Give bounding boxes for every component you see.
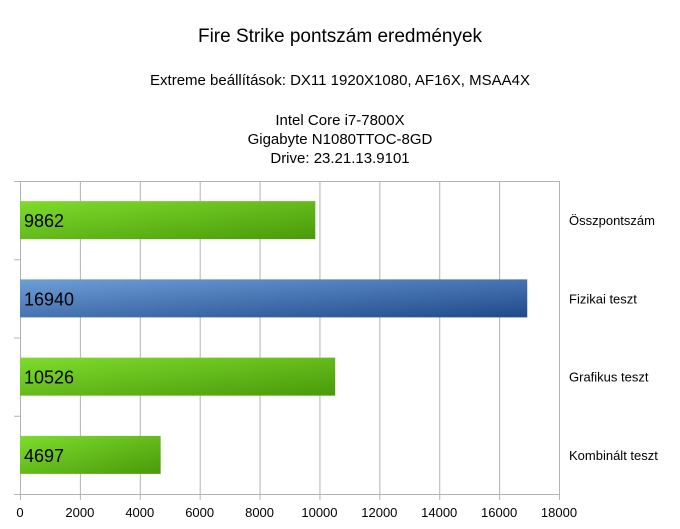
x-tick-label: 10000 <box>301 505 337 520</box>
chart-subtitle: Extreme beállítások: DX11 1920X1080, AF1… <box>150 72 530 89</box>
x-tick-label: 18000 <box>541 505 577 520</box>
bar-2 <box>20 279 528 318</box>
x-tick-label: 6000 <box>185 505 214 520</box>
category-label: Fizikai teszt <box>569 291 637 306</box>
bar-4 <box>20 435 161 474</box>
bar-value-label: 9862 <box>24 211 64 231</box>
x-tick-label: 0 <box>16 505 23 520</box>
bar-value-label: 16940 <box>24 289 74 309</box>
gpu-info: Gigabyte N1080TTOC-8GD <box>247 131 433 148</box>
x-tick-label: 16000 <box>481 505 517 520</box>
x-tick-label: 2000 <box>65 505 94 520</box>
x-tick-label: 8000 <box>245 505 274 520</box>
cpu-info: Intel Core i7-7800X <box>275 112 405 129</box>
x-tick-label: 14000 <box>421 505 457 520</box>
x-tick-label: 4000 <box>125 505 154 520</box>
bar-value-label: 10526 <box>24 368 74 388</box>
category-label: Összpontszám <box>569 213 655 228</box>
category-label: Kombinált teszt <box>569 448 658 463</box>
bar-1 <box>20 201 316 240</box>
chart-title: Fire Strike pontszám eredmények <box>197 26 483 47</box>
bar-value-label: 4697 <box>24 446 64 466</box>
driver-info: Drive: 23.21.13.9101 <box>270 150 410 167</box>
x-tick-label: 12000 <box>361 505 397 520</box>
category-label: Grafikus teszt <box>569 370 649 385</box>
bar-3 <box>20 357 336 396</box>
